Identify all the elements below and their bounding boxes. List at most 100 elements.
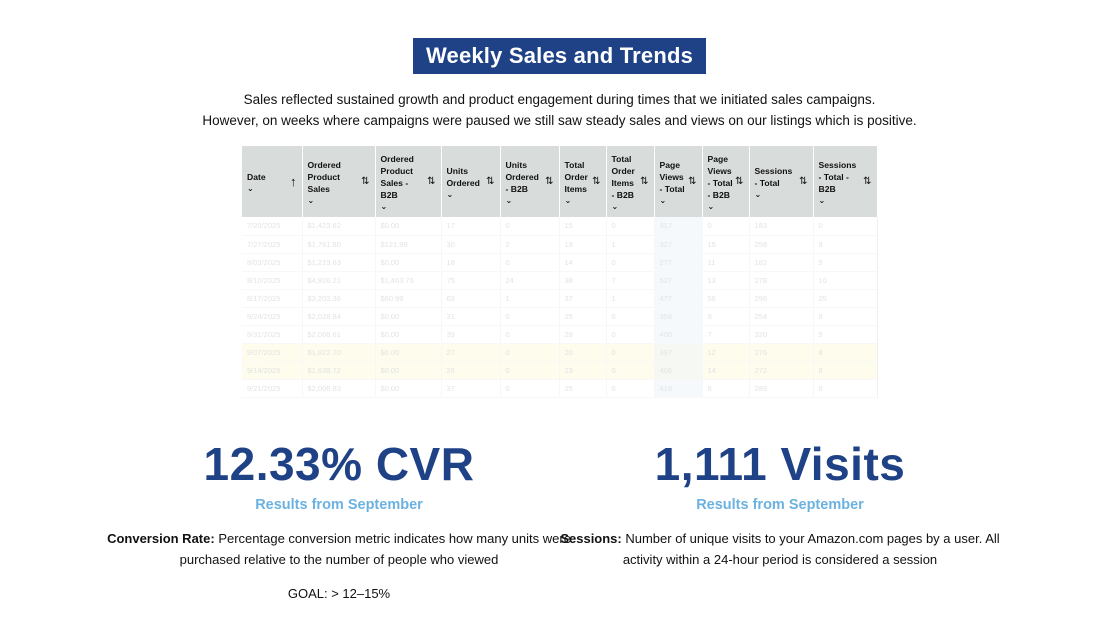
table-cell: 0 [606,361,655,380]
column-header[interactable]: Total Order Items - B2B ⌄ ⇅ [606,146,655,217]
table-cell: $2,006.83 [302,379,376,398]
sort-icon[interactable]: ⇅ [545,175,554,187]
subtitle-line-1: Sales reflected sustained growth and pro… [243,92,876,107]
table-cell: 327 [654,235,703,254]
table-cell: 8 [813,343,878,362]
table-cell: 30 [441,235,501,254]
sort-ascending-icon[interactable]: ↑ [290,173,297,189]
chevron-down-icon[interactable]: ⌄ [247,183,254,193]
table-cell: 15 [559,217,607,236]
page-subtitle: Sales reflected sustained growth and pro… [0,89,1119,131]
visits-stat-block: 1,111 Visits Results from September Sess… [560,436,1000,570]
table-cell: 8/31/2025 [242,325,303,344]
table-row: 7/27/2025 $1,761.80 $121.98 30 2 19 1 327 15 258 9 [242,235,878,254]
table-cell: 289 [749,379,814,398]
table-cell: 0 [500,217,560,236]
table-cell: 18 [441,253,501,272]
chevron-down-icon[interactable]: ⌄ [446,189,454,199]
column-header[interactable]: Ordered Product Sales - B2B ⌄ ⇅ [375,146,442,217]
table-row: 9/14/2025 $1,638.72 $0.00 26 0 23 0 406 14 272 8 [242,361,878,380]
column-header-label: Date [247,171,266,182]
column-header[interactable]: Total Order Items ⌄ ⇅ [559,146,607,217]
chevron-down-icon[interactable]: ⌄ [611,201,619,211]
table-cell: 0 [606,253,655,272]
chevron-down-icon[interactable]: ⌄ [754,189,762,199]
table-cell: 9 [813,235,878,254]
chevron-down-icon[interactable]: ⌄ [380,201,388,211]
table-cell: 0 [606,307,655,326]
table-cell: 37 [441,379,501,398]
table-cell: 2 [500,235,560,254]
table-cell: 258 [749,235,814,254]
table-cell: 296 [749,289,814,308]
chevron-down-icon[interactable]: ⌄ [707,201,715,211]
chevron-down-icon[interactable]: ⌄ [659,195,667,205]
table-cell: 25 [559,379,607,398]
cvr-caption: Results from September [255,497,423,513]
table-cell: 6 [813,379,878,398]
column-header-label: Units Ordered - B2B [505,159,539,194]
page-title: Weekly Sales and Trends [413,38,706,74]
table-cell: 0 [606,343,655,362]
chevron-down-icon[interactable]: ⌄ [307,195,315,205]
column-header[interactable]: Page Views - Total - B2B ⌄ ⇅ [702,146,750,217]
sort-icon[interactable]: ⇅ [486,175,495,187]
column-header[interactable]: Page Views - Total ⌄ ⇅ [654,146,703,217]
table-cell: $121.98 [375,235,442,254]
sort-icon[interactable]: ⇅ [361,175,370,187]
table-cell: 13 [702,271,750,290]
column-header[interactable]: Units Ordered - B2B ⌄ ⇅ [500,146,560,217]
column-header[interactable]: Date ⌄ ↑ [242,146,303,217]
table-cell: 277 [654,253,703,272]
table-row: 8/03/2025 $1,219.63 $0.00 18 0 14 0 277 11 182 5 [242,253,878,272]
visits-description-text: Number of unique visits to your Amazon.c… [621,531,1000,567]
column-header[interactable]: Units Ordered ⌄ ⇅ [441,146,501,217]
sort-icon[interactable]: ⇅ [863,175,872,187]
table-cell: 63 [441,289,501,308]
cvr-description: Conversion Rate: Percentage conversion m… [100,528,578,570]
sort-icon[interactable]: ⇅ [640,175,649,187]
column-header[interactable]: Sessions - Total - B2B ⌄ ⇅ [813,146,878,217]
table-cell: 0 [606,325,655,344]
table-row: 8/24/2025 $2,028.84 $0.00 31 0 25 0 358 9 254 8 [242,307,878,326]
table-cell: 17 [441,217,501,236]
table-cell: 7 [606,271,655,290]
table-cell: 8/10/2025 [242,271,303,290]
table-cell: $1,638.72 [302,361,376,380]
table-cell: 0 [500,325,560,344]
table-cell: 400 [654,325,703,344]
table-row: 8/17/2025 $3,203.36 $60.99 63 1 37 1 477 56 296 25 [242,289,878,308]
table-cell: $2,066.61 [302,325,376,344]
table-cell: 527 [654,271,703,290]
table-cell: $0.00 [375,343,442,362]
table-cell: $4,826.21 [302,271,376,290]
column-header[interactable]: Ordered Product Sales ⌄ ⇅ [302,146,376,217]
table-cell: 75 [441,271,501,290]
table-cell: $1,822.70 [302,343,376,362]
table-cell: 37 [559,289,607,308]
column-header[interactable]: Sessions - Total ⌄ ⇅ [749,146,814,217]
table-row: 7/20/2025 $1,423.62 $0.00 17 0 15 0 317 0 183 0 [242,217,878,236]
table-cell: 11 [702,253,750,272]
table-cell: 8/17/2025 [242,289,303,308]
table-cell: 23 [559,361,607,380]
table-cell: 25 [559,307,607,326]
table-cell: $0.00 [375,361,442,380]
cvr-description-text: Percentage conversion metric indicates h… [179,531,571,567]
table-cell: 418 [654,379,703,398]
column-header-label: Page Views - Total - B2B [707,153,733,200]
chevron-down-icon[interactable]: ⌄ [818,195,826,205]
sort-icon[interactable]: ⇅ [688,175,697,187]
sort-icon[interactable]: ⇅ [799,175,808,187]
chevron-down-icon[interactable]: ⌄ [505,195,513,205]
sort-icon[interactable]: ⇅ [427,175,436,187]
sort-icon[interactable]: ⇅ [735,175,744,187]
visits-label: Sessions: [560,531,622,546]
sort-icon[interactable]: ⇅ [592,175,601,187]
chevron-down-icon[interactable]: ⌄ [564,195,572,205]
table-cell: 7/27/2025 [242,235,303,254]
table-cell: 0 [606,217,655,236]
table-cell: $2,028.84 [302,307,376,326]
column-header-label: Total Order Items - B2B [611,153,635,200]
table-cell: 0 [500,253,560,272]
